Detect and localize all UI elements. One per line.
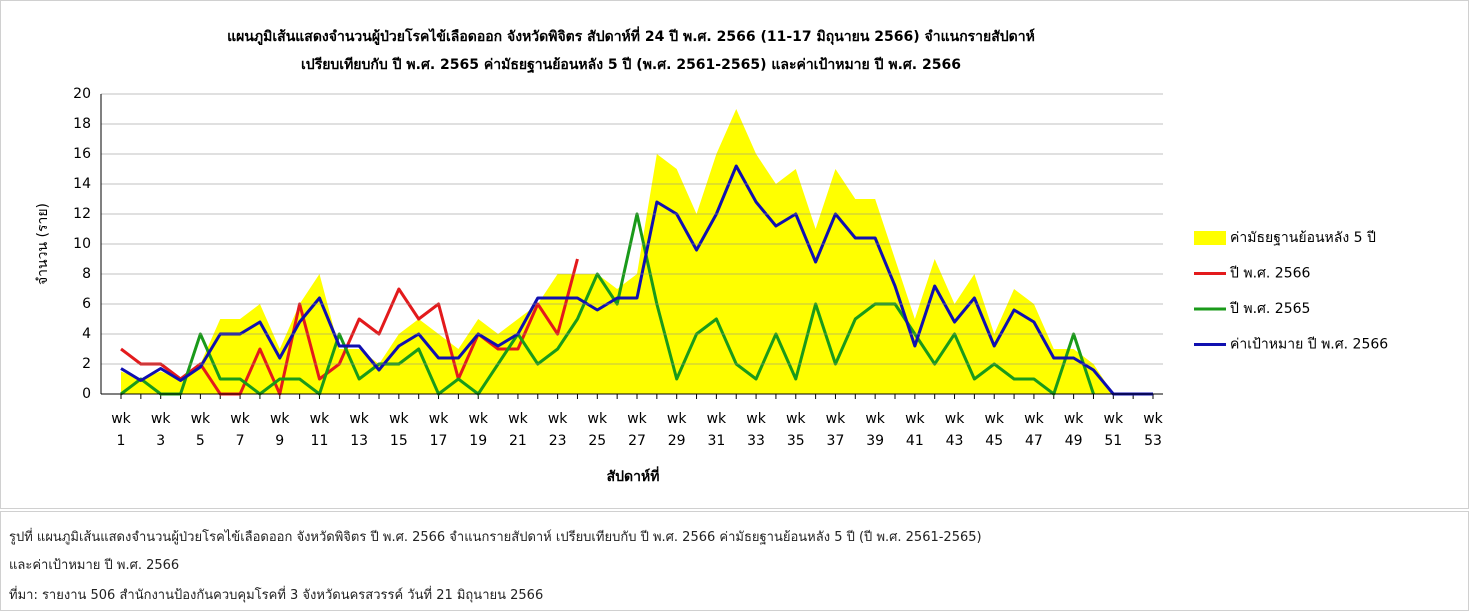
x-tick-label: wk 19 [468,411,488,449]
caption-source: ที่มา: รายงาน 506 สำนักงานป้องกันควบคุมโ… [9,588,544,603]
x-tick-label: wk 9 [269,411,290,449]
x-tick-label: wk 31 [706,411,727,449]
x-tick-label: wk 1 [111,411,131,449]
y-tick-label: 2 [82,356,91,372]
x-tick-label: wk 41 [905,411,925,449]
x-axis-title: สัปดาห์ที่ [607,466,660,485]
x-tick-label: wk 7 [230,411,250,449]
x-tick-label: wk 17 [428,411,449,449]
y-tick-label: 20 [73,86,91,102]
x-tick-label: wk 45 [984,411,1004,449]
chart-subtitle: เปรียบเทียบกับ ปี พ.ศ. 2565 ค่ามัธยฐานย้… [301,57,961,74]
x-tick-label: wk 27 [627,411,647,449]
y-axis-title: จำนวน (ราย) [35,203,51,285]
y-tick-label: 10 [73,236,91,252]
chart-title: แผนภูมิเส้นแสดงจำนวนผู้ป่วยโรคไข้เลือดออ… [227,26,1035,45]
x-tick-label: wk 43 [944,411,965,449]
y-tick-label: 16 [73,146,91,162]
legend-label: ค่าเป้าหมาย ปี พ.ศ. 2566 [1230,337,1388,353]
x-tick-label: wk 29 [666,411,687,449]
x-tick-label: wk 15 [389,411,409,449]
legend-label: ปี พ.ศ. 2565 [1230,301,1311,317]
y-tick-label: 14 [73,176,91,192]
x-tick-label: wk 11 [309,411,330,449]
y-tick-label: 18 [73,116,91,132]
caption-line: รูปที่ แผนภูมิเส้นแสดงจำนวนผู้ป่วยโรคไข้… [9,530,982,545]
grid [101,93,1163,395]
x-tick-label: wk 13 [349,411,369,449]
legend-label: ปี พ.ศ. 2566 [1230,266,1311,282]
line [120,212,1095,396]
x-tick-label: wk 49 [1063,411,1084,449]
caption-line: และค่าเป้าหมาย ปี พ.ศ. 2566 [9,558,180,573]
x-tick-label: wk 39 [865,411,885,449]
chart-frame: แผนภูมิเส้นแสดงจำนวนผู้ป่วยโรคไข้เลือดออ… [0,0,1469,509]
y-tick-label: 12 [73,206,91,222]
y-tick-label: 6 [82,296,91,312]
line [120,258,579,396]
chart: แผนภูมิเส้นแสดงจำนวนผู้ป่วยโรคไข้เลือดออ… [35,26,1388,485]
x-tick-label: wk 5 [190,411,211,449]
y-tick-label: 4 [82,326,91,342]
x-tick-label: wk 23 [547,411,568,449]
x-tick-label: wk 35 [785,411,806,449]
x-tick-label: wk 51 [1103,411,1124,449]
x-tick-label: wk 3 [150,411,171,449]
x-tick-label: wk 47 [1024,411,1044,449]
area [121,109,1153,394]
y-tick-label: 0 [82,386,91,402]
x-tick-label: wk 21 [508,411,528,449]
x-tick-label: wk 37 [825,411,846,449]
x-tick-label: wk 25 [587,411,608,449]
x-tick-label: wk 53 [1143,411,1163,449]
y-tick-label: 8 [82,266,91,282]
legend-swatch [1194,231,1226,245]
legend-label: ค่ามัธยฐานย้อนหลัง 5 ปี [1230,230,1376,246]
x-tick-label: wk 33 [746,411,766,449]
caption: รูปที่ แผนภูมิเส้นแสดงจำนวนผู้ป่วยโรคไข้… [0,511,1469,611]
